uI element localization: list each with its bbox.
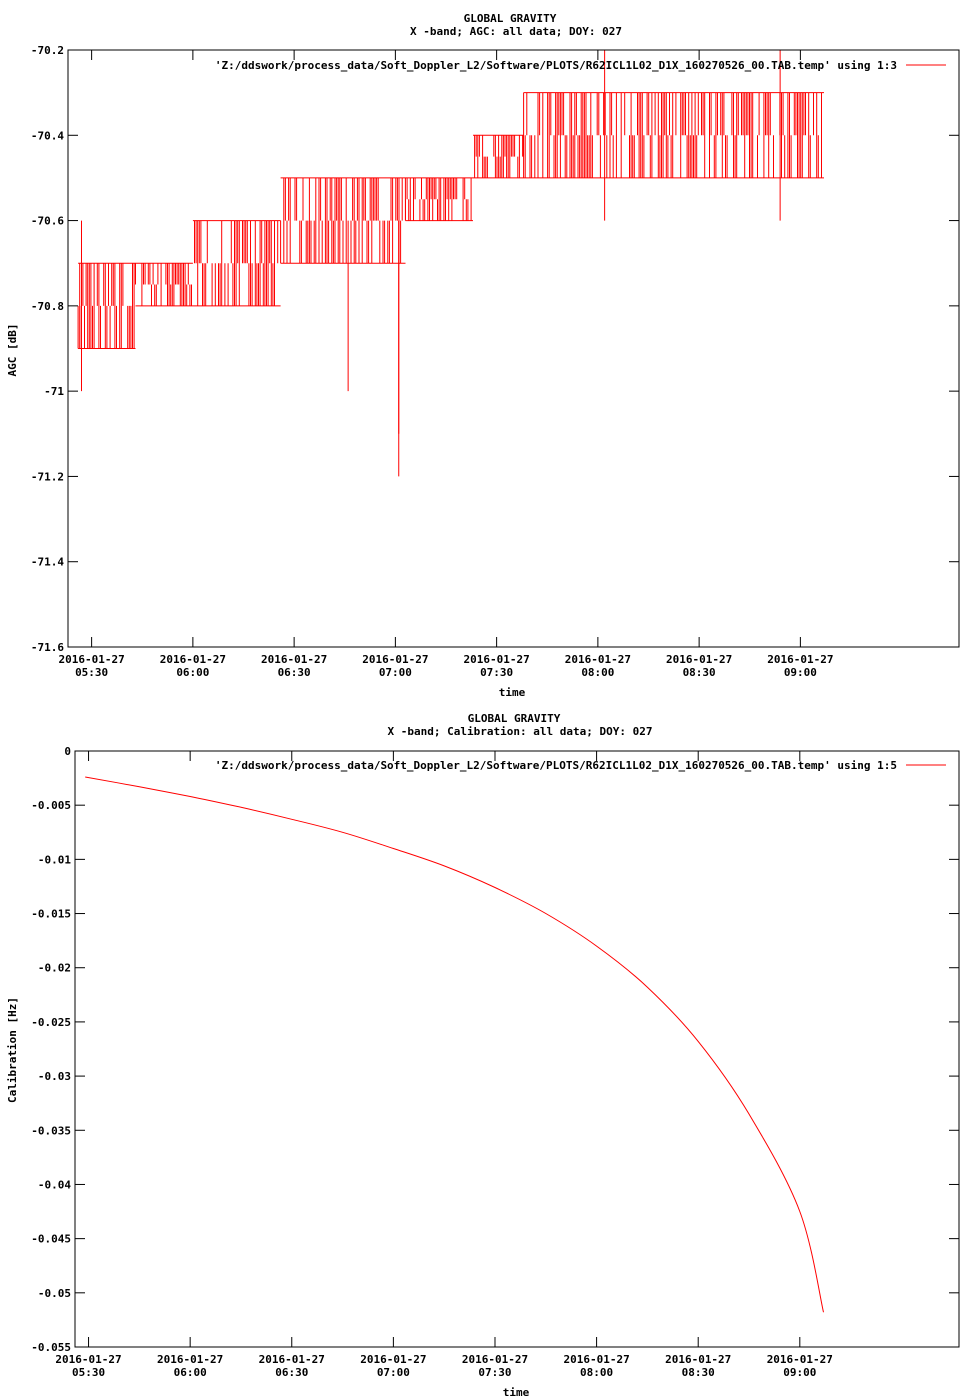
y-tick-label: -70.8 <box>31 300 64 313</box>
legend-label: 'Z:/ddswork/process_data/Soft_Doppler_L2… <box>215 759 897 772</box>
x-tick-label-date: 2016-01-27 <box>259 1353 325 1366</box>
legend: 'Z:/ddswork/process_data/Soft_Doppler_L2… <box>215 59 946 72</box>
plot-frame <box>67 49 960 648</box>
x-tick-label-date: 2016-01-27 <box>767 653 833 666</box>
y-ticks: 0 -0.005 -0.01 -0.015 -0.02 -0.025 -0.03 -0.035… <box>31 745 959 1354</box>
x-ticks: 2016-01-2705:302016-01-2706:002016-01-27… <box>55 751 833 1379</box>
x-tick-label-time: 06:30 <box>275 1366 308 1379</box>
x-tick-label-time: 08:30 <box>682 1366 715 1379</box>
series-line <box>77 92 824 349</box>
x-tick-label-date: 2016-01-27 <box>666 653 732 666</box>
y-tick-label: -0.015 <box>31 908 71 921</box>
x-tick-label-date: 2016-01-27 <box>462 1353 528 1366</box>
y-tick-label: -0.05 <box>38 1287 71 1300</box>
y-tick-label: -0.055 <box>31 1341 71 1354</box>
x-tick-label-date: 2016-01-27 <box>157 1353 223 1366</box>
y-tick-label: -0.03 <box>38 1070 71 1083</box>
y-axis-label: AGC [dB] <box>6 324 19 377</box>
y-tick-label: -0.035 <box>31 1124 71 1137</box>
x-tick-label-date: 2016-01-27 <box>261 653 327 666</box>
x-axis-label: time <box>503 1386 530 1399</box>
y-tick-label: -70.2 <box>31 44 64 57</box>
y-axis-label: Calibration [Hz] <box>6 997 19 1103</box>
x-axis-label: time <box>499 686 526 699</box>
x-tick-label-time: 06:30 <box>278 666 311 679</box>
x-tick-label-time: 07:00 <box>377 1366 410 1379</box>
chart-subtitle: X -band; Calibration: all data; DOY: 027 <box>388 725 653 738</box>
x-tick-label-date: 2016-01-27 <box>767 1353 833 1366</box>
y-tick-label: -0.02 <box>38 962 71 975</box>
y-tick-label: -0.045 <box>31 1233 71 1246</box>
x-tick-label-date: 2016-01-27 <box>362 653 428 666</box>
y-tick-label: 0 <box>64 745 71 758</box>
x-tick-label-time: 07:00 <box>379 666 412 679</box>
legend: 'Z:/ddswork/process_data/Soft_Doppler_L2… <box>215 759 946 772</box>
x-tick-label-time: 08:30 <box>683 666 716 679</box>
x-tick-label-time: 05:30 <box>75 666 108 679</box>
chart-title: GLOBAL GRAVITY <box>468 712 561 725</box>
x-tick-label-date: 2016-01-27 <box>665 1353 731 1366</box>
x-tick-label-time: 06:00 <box>176 666 209 679</box>
x-tick-label-date: 2016-01-27 <box>55 1353 121 1366</box>
y-tick-label: -71 <box>44 385 64 398</box>
series-agc <box>77 50 824 477</box>
x-tick-label-date: 2016-01-27 <box>464 653 530 666</box>
y-tick-label: -71.2 <box>31 470 64 483</box>
chart-title: GLOBAL GRAVITY <box>464 12 557 25</box>
series-line <box>85 776 824 1313</box>
x-tick-label-date: 2016-01-27 <box>360 1353 426 1366</box>
chart-subtitle: X -band; AGC: all data; DOY: 027 <box>410 25 622 38</box>
series-calibration <box>85 776 824 1313</box>
x-tick-label-date: 2016-01-27 <box>160 653 226 666</box>
x-tick-label-time: 09:00 <box>783 1366 816 1379</box>
agc-chart: GLOBAL GRAVITY X -band; AGC: all data; D… <box>6 12 960 699</box>
y-tick-label: -0.025 <box>31 1016 71 1029</box>
x-tick-label-date: 2016-01-27 <box>565 653 631 666</box>
y-tick-label: -71.6 <box>31 641 64 654</box>
y-ticks: -70.2 -70.4 -70.6 -70.8 -71 -71.2 -71.4 -71.6 <box>31 44 959 654</box>
x-tick-label-time: 09:00 <box>784 666 817 679</box>
y-tick-label: -0.01 <box>38 853 71 866</box>
x-tick-label-time: 08:00 <box>580 1366 613 1379</box>
x-tick-label-time: 08:00 <box>581 666 614 679</box>
y-tick-label: -70.4 <box>31 129 64 142</box>
x-tick-label-time: 05:30 <box>72 1366 105 1379</box>
x-tick-label-time: 07:30 <box>478 1366 511 1379</box>
x-tick-label-time: 07:30 <box>480 666 513 679</box>
plot-frame <box>74 750 960 1348</box>
calibration-chart: GLOBAL GRAVITY X -band; Calibration: all… <box>6 712 960 1399</box>
y-tick-label: -0.04 <box>38 1178 71 1191</box>
legend-label: 'Z:/ddswork/process_data/Soft_Doppler_L2… <box>215 59 897 72</box>
y-tick-label: -0.005 <box>31 799 71 812</box>
x-ticks: 2016-01-2705:302016-01-2706:002016-01-27… <box>59 50 833 679</box>
y-tick-label: -70.6 <box>31 215 64 228</box>
x-tick-label-time: 06:00 <box>174 1366 207 1379</box>
x-tick-label-date: 2016-01-27 <box>59 653 125 666</box>
y-tick-label: -71.4 <box>31 556 64 569</box>
x-tick-label-date: 2016-01-27 <box>563 1353 629 1366</box>
